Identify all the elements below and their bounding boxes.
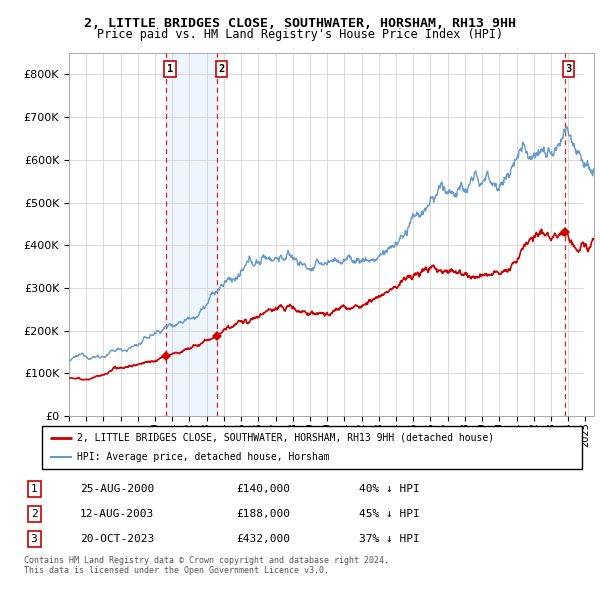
Bar [584,53,594,416]
Text: 3: 3 [31,534,37,544]
Text: £432,000: £432,000 [236,534,290,544]
Text: 25-AUG-2000: 25-AUG-2000 [80,484,154,494]
Text: 1: 1 [167,64,173,74]
Text: 2: 2 [31,509,37,519]
Text: 40% ↓ HPI: 40% ↓ HPI [359,484,419,494]
Text: 2, LITTLE BRIDGES CLOSE, SOUTHWATER, HORSHAM, RH13 9HH: 2, LITTLE BRIDGES CLOSE, SOUTHWATER, HOR… [84,17,516,30]
Text: 3: 3 [566,64,572,74]
Text: 2: 2 [218,64,224,74]
Text: 2, LITTLE BRIDGES CLOSE, SOUTHWATER, HORSHAM, RH13 9HH (detached house): 2, LITTLE BRIDGES CLOSE, SOUTHWATER, HOR… [77,432,494,442]
Text: This data is licensed under the Open Government Licence v3.0.: This data is licensed under the Open Gov… [24,566,329,575]
Text: 45% ↓ HPI: 45% ↓ HPI [359,509,419,519]
Text: HPI: Average price, detached house, Horsham: HPI: Average price, detached house, Hors… [77,453,330,463]
Text: £188,000: £188,000 [236,509,290,519]
Bar [166,53,217,416]
Text: £140,000: £140,000 [236,484,290,494]
Text: 20-OCT-2023: 20-OCT-2023 [80,534,154,544]
Text: 1: 1 [31,484,37,494]
FancyBboxPatch shape [42,426,582,469]
Text: 37% ↓ HPI: 37% ↓ HPI [359,534,419,544]
Text: 12-AUG-2003: 12-AUG-2003 [80,509,154,519]
Text: Price paid vs. HM Land Registry's House Price Index (HPI): Price paid vs. HM Land Registry's House … [97,28,503,41]
Text: Contains HM Land Registry data © Crown copyright and database right 2024.: Contains HM Land Registry data © Crown c… [24,556,389,565]
